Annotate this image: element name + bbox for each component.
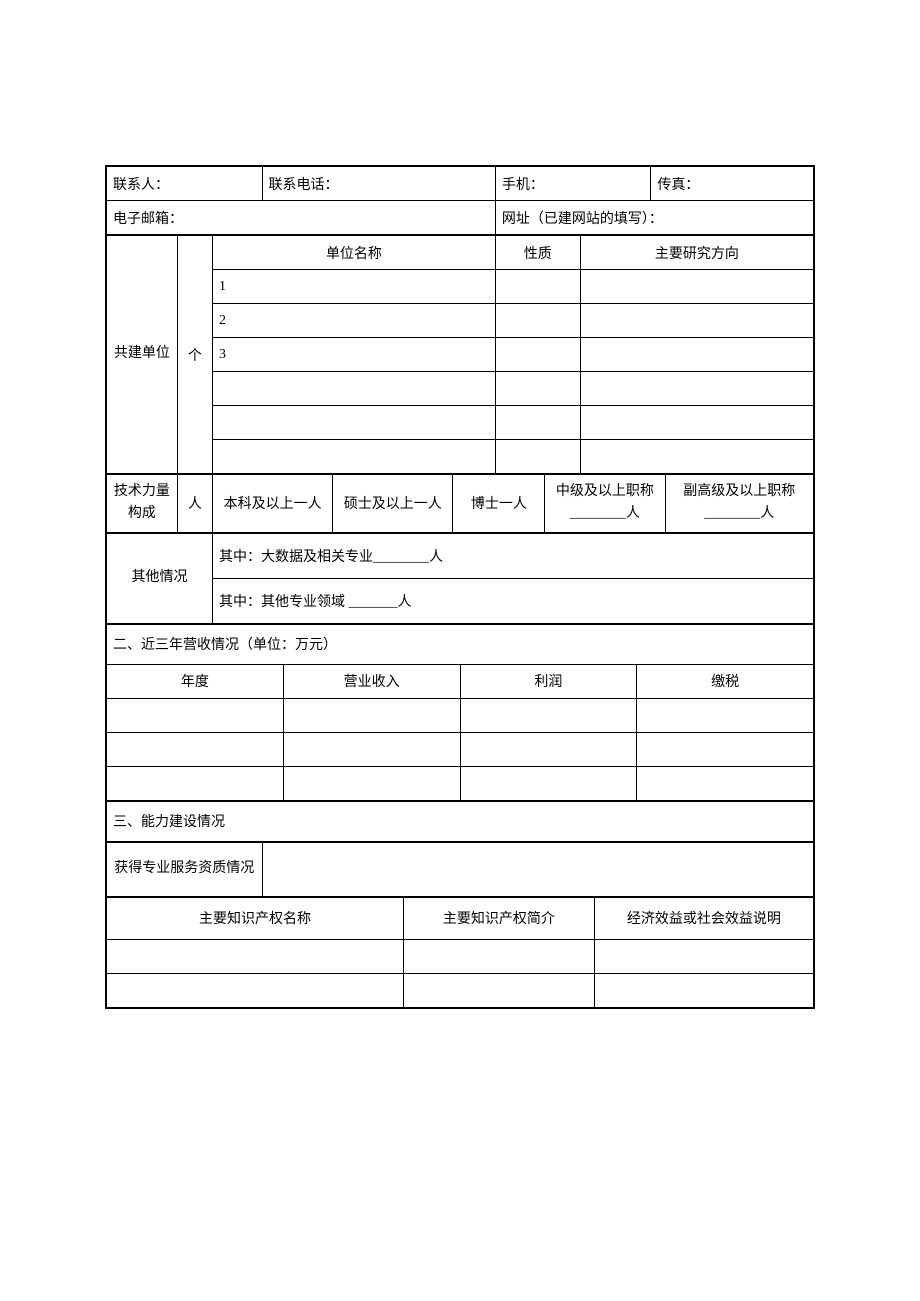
qualification-value <box>262 842 813 896</box>
partner-header-nature: 性质 <box>495 236 580 270</box>
revenue-cell-tax <box>637 698 814 732</box>
revenue-cell-revenue <box>283 766 460 800</box>
ip-cell-name <box>107 973 404 1007</box>
partner-cell-orgname <box>213 372 496 406</box>
qualification-label: 获得专业服务资质情况 <box>107 842 263 896</box>
ip-table: 主要知识产权名称 主要知识产权简介 经济效益或社会效益说明 <box>106 897 814 1008</box>
ip-header-brief: 主要知识产权简介 <box>403 897 594 939</box>
ip-header-name: 主要知识产权名称 <box>107 897 404 939</box>
revenue-cell-profit <box>460 766 637 800</box>
partner-units-label: 共建单位 <box>107 236 178 474</box>
revenue-row <box>107 698 814 732</box>
contact-person-label: 联系人： <box>107 167 263 201</box>
partner-cell-nature <box>495 270 580 304</box>
partner-cell-nature <box>495 304 580 338</box>
other-info-label: 其他情况 <box>107 533 213 623</box>
partner-row <box>107 440 814 474</box>
ip-cell-benefit <box>594 939 813 973</box>
revenue-cell-revenue <box>283 732 460 766</box>
partner-cell-direction <box>580 270 813 304</box>
partner-header-direction: 主要研究方向 <box>580 236 813 270</box>
tech-staff-master: 硕士及以上一人 <box>333 475 453 533</box>
revenue-header-year: 年度 <box>107 664 284 698</box>
partner-cell-direction <box>580 372 813 406</box>
partner-cell-nature <box>495 338 580 372</box>
tech-staff-seniortitle: 副高级及以上职称________人 <box>665 475 814 533</box>
revenue-cell-year <box>107 766 284 800</box>
revenue-cell-profit <box>460 732 637 766</box>
revenue-header-row: 年度 营业收入 利润 缴税 <box>107 664 814 698</box>
partner-row: 1 <box>107 270 814 304</box>
other-info-otherfield: 其中：其他专业领域 _______人 <box>213 578 814 623</box>
section2-title: 二、近三年营收情况（单位：万元） <box>107 624 814 664</box>
partner-cell-orgname: 2 <box>213 304 496 338</box>
tech-staff-table: 技术力量构成 人 本科及以上一人 硕士及以上一人 博士一人 中级及以上职称___… <box>106 474 814 533</box>
partner-cell-nature <box>495 406 580 440</box>
partner-cell-direction <box>580 338 813 372</box>
partner-cell-nature <box>495 372 580 406</box>
partner-cell-direction <box>580 440 813 474</box>
revenue-cell-year <box>107 732 284 766</box>
section3-header: 三、能力建设情况 <box>107 801 814 841</box>
contact-mobile-label: 手机： <box>495 167 651 201</box>
partner-cell-orgname: 1 <box>213 270 496 304</box>
partner-units-unit: 个 <box>177 236 212 474</box>
revenue-cell-year <box>107 698 284 732</box>
contact-row-2: 电子邮箱： 网址（已建网站的填写）： <box>107 201 814 235</box>
revenue-cell-tax <box>637 766 814 800</box>
other-info-row-2: 其中：其他专业领域 _______人 <box>107 578 814 623</box>
partner-units-table: 共建单位 个 单位名称 性质 主要研究方向 1 2 3 <box>106 235 814 474</box>
contact-website-label: 网址（已建网站的填写）： <box>495 201 813 235</box>
ip-cell-name <box>107 939 404 973</box>
other-info-bigdata: 其中：大数据及相关专业________人 <box>213 533 814 578</box>
qualification-row: 获得专业服务资质情况 <box>107 842 814 896</box>
revenue-cell-tax <box>637 732 814 766</box>
tech-staff-row: 技术力量构成 人 本科及以上一人 硕士及以上一人 博士一人 中级及以上职称___… <box>107 475 814 533</box>
partner-row: 3 <box>107 338 814 372</box>
section3-title: 三、能力建设情况 <box>107 801 814 841</box>
ip-row <box>107 939 814 973</box>
partner-cell-orgname <box>213 440 496 474</box>
partner-header-orgname: 单位名称 <box>213 236 496 270</box>
revenue-header-revenue: 营业收入 <box>283 664 460 698</box>
partner-row <box>107 406 814 440</box>
partner-cell-direction <box>580 304 813 338</box>
partner-cell-orgname <box>213 406 496 440</box>
tech-staff-bachelor: 本科及以上一人 <box>213 475 333 533</box>
ip-header-row: 主要知识产权名称 主要知识产权简介 经济效益或社会效益说明 <box>107 897 814 939</box>
form-container: 联系人： 联系电话： 手机： 传真： 电子邮箱： 网址（已建网站的填写）： 共建… <box>105 165 815 1009</box>
ip-cell-benefit <box>594 973 813 1007</box>
ip-cell-brief <box>403 939 594 973</box>
tech-staff-unit: 人 <box>177 475 212 533</box>
revenue-header-profit: 利润 <box>460 664 637 698</box>
other-info-table: 其他情况 其中：大数据及相关专业________人 其中：其他专业领域 ____… <box>106 533 814 624</box>
revenue-header-tax: 缴税 <box>637 664 814 698</box>
ip-row <box>107 973 814 1007</box>
tech-staff-phd: 博士一人 <box>453 475 545 533</box>
tech-staff-label: 技术力量构成 <box>107 475 178 533</box>
ip-header-benefit: 经济效益或社会效益说明 <box>594 897 813 939</box>
partner-cell-direction <box>580 406 813 440</box>
contact-phone-label: 联系电话： <box>262 167 495 201</box>
partner-header-row: 共建单位 个 单位名称 性质 主要研究方向 <box>107 236 814 270</box>
other-info-row-1: 其他情况 其中：大数据及相关专业________人 <box>107 533 814 578</box>
section2-table: 二、近三年营收情况（单位：万元） 年度 营业收入 利润 缴税 <box>106 624 814 801</box>
section2-header: 二、近三年营收情况（单位：万元） <box>107 624 814 664</box>
qualification-table: 获得专业服务资质情况 <box>106 842 814 897</box>
contact-table: 联系人： 联系电话： 手机： 传真： 电子邮箱： 网址（已建网站的填写）： <box>106 166 814 235</box>
revenue-row <box>107 732 814 766</box>
contact-fax-label: 传真： <box>651 167 814 201</box>
partner-row <box>107 372 814 406</box>
contact-row-1: 联系人： 联系电话： 手机： 传真： <box>107 167 814 201</box>
partner-cell-orgname: 3 <box>213 338 496 372</box>
partner-cell-nature <box>495 440 580 474</box>
revenue-row <box>107 766 814 800</box>
tech-staff-midtitle: 中级及以上职称________人 <box>545 475 665 533</box>
revenue-cell-profit <box>460 698 637 732</box>
revenue-cell-revenue <box>283 698 460 732</box>
partner-row: 2 <box>107 304 814 338</box>
contact-email-label: 电子邮箱： <box>107 201 496 235</box>
ip-cell-brief <box>403 973 594 1007</box>
section3-table: 三、能力建设情况 <box>106 801 814 842</box>
